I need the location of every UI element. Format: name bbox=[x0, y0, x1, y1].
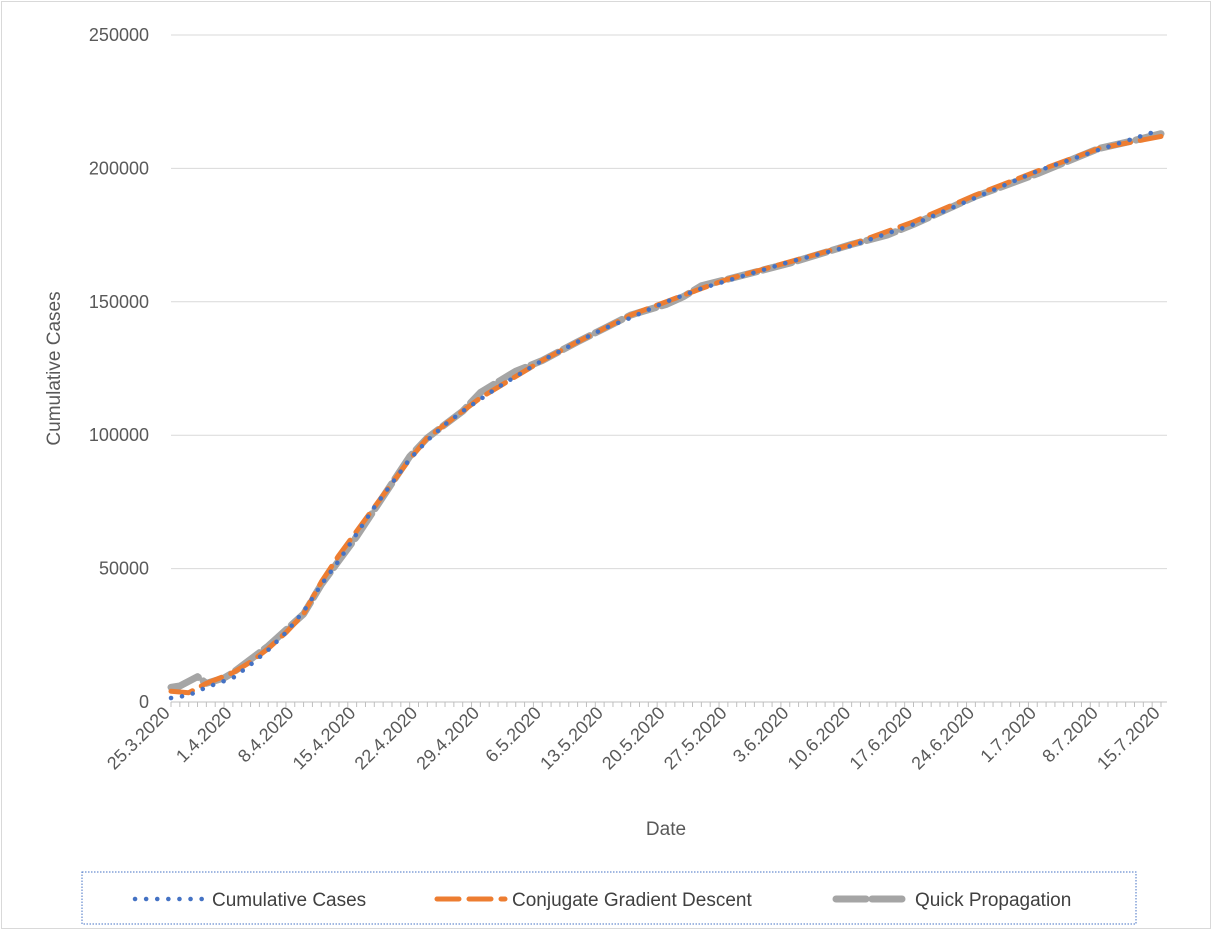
x-tick-label: 8.7.2020 bbox=[1038, 703, 1102, 767]
x-tick-label: 1.4.2020 bbox=[172, 703, 236, 767]
y-tick-label: 100000 bbox=[89, 425, 149, 445]
y-tick-label: 150000 bbox=[89, 292, 149, 312]
y-tick-label: 0 bbox=[139, 692, 149, 712]
x-tick-label: 29.4.2020 bbox=[412, 703, 483, 774]
y-tick-label: 50000 bbox=[99, 559, 149, 579]
x-tick-label: 24.6.2020 bbox=[907, 703, 978, 774]
x-tick-label: 13.5.2020 bbox=[536, 703, 607, 774]
x-tick-label: 22.4.2020 bbox=[351, 703, 422, 774]
series-line-cumulative-cases bbox=[168, 127, 1164, 701]
x-tick-label: 3.6.2020 bbox=[729, 703, 793, 767]
y-axis-title: Cumulative Cases bbox=[44, 291, 65, 445]
x-tick-label: 20.5.2020 bbox=[598, 703, 669, 774]
x-tick-label: 6.5.2020 bbox=[481, 703, 545, 767]
x-tick-label: 15.7.2020 bbox=[1093, 703, 1164, 774]
legend-box bbox=[81, 871, 1137, 925]
series-line-conjugate-gradient-descent bbox=[168, 133, 1164, 696]
series-line-quick-propagation bbox=[167, 130, 1165, 691]
x-tick-label: 25.3.2020 bbox=[103, 703, 174, 774]
y-tick-label: 250000 bbox=[89, 25, 149, 45]
x-tick-label: 15.4.2020 bbox=[289, 703, 360, 774]
x-tick-label: 8.4.2020 bbox=[234, 703, 298, 767]
legend-label: Cumulative Cases bbox=[212, 890, 366, 911]
x-tick-label: 1.7.2020 bbox=[976, 703, 1040, 767]
legend-label: Conjugate Gradient Descent bbox=[512, 890, 752, 911]
x-tick-label: 27.5.2020 bbox=[660, 703, 731, 774]
x-axis-title: Date bbox=[646, 819, 686, 840]
legend-label: Quick Propagation bbox=[915, 890, 1071, 911]
x-tick-label: 17.6.2020 bbox=[846, 703, 917, 774]
x-tick-label: 10.6.2020 bbox=[784, 703, 855, 774]
y-tick-label: 200000 bbox=[89, 158, 149, 178]
